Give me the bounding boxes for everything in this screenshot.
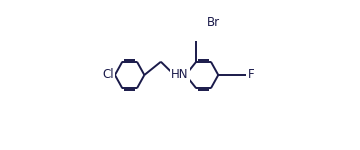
Text: Cl: Cl bbox=[102, 69, 114, 81]
Text: Br: Br bbox=[207, 16, 220, 29]
Text: HN: HN bbox=[171, 69, 189, 81]
Text: F: F bbox=[248, 69, 255, 81]
